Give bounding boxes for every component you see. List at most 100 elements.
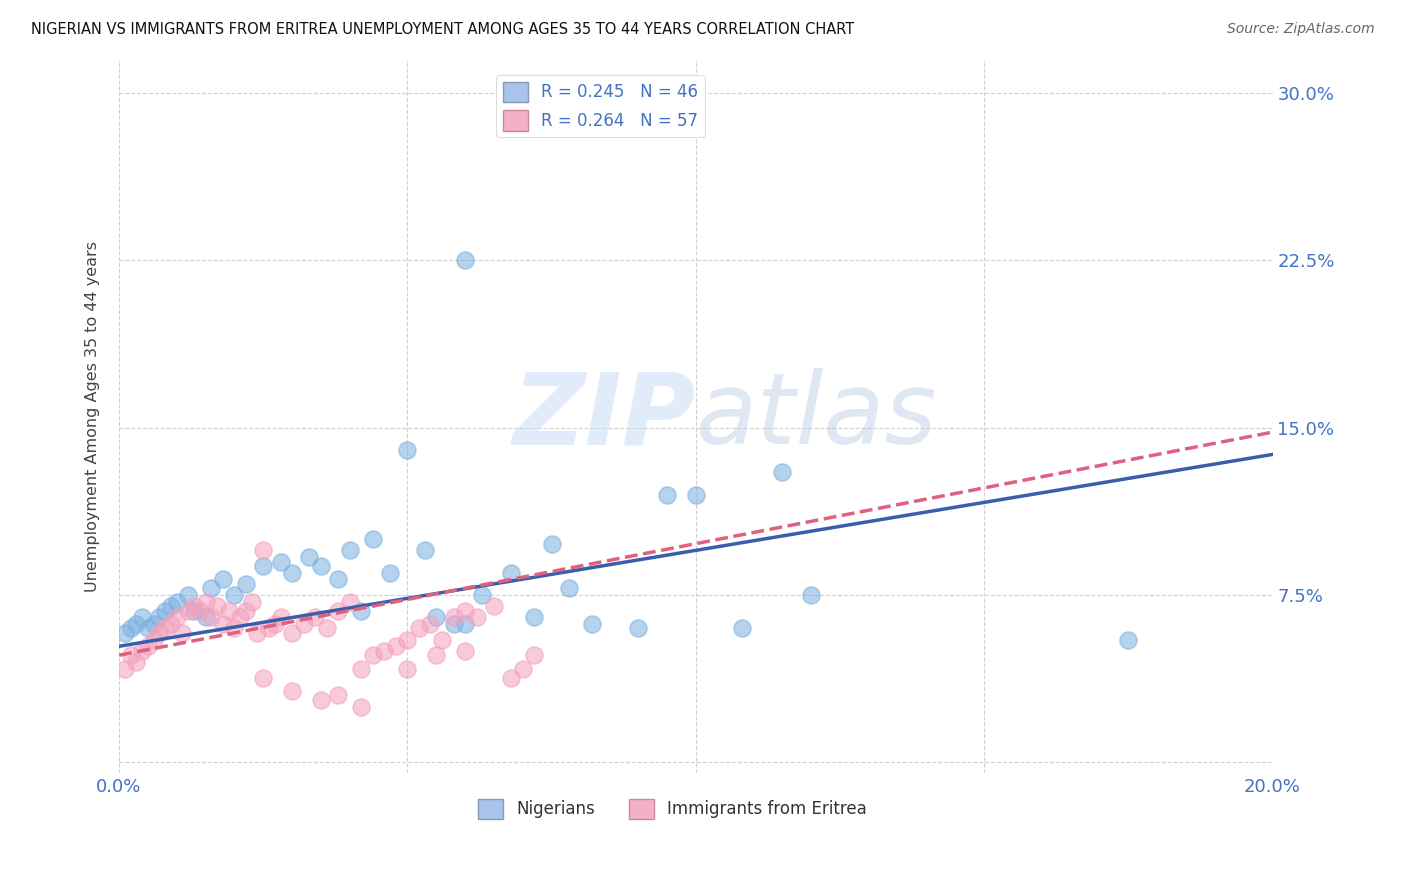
Point xyxy=(229,610,252,624)
Point xyxy=(270,554,292,568)
Point xyxy=(339,595,361,609)
Point xyxy=(235,604,257,618)
Point xyxy=(131,610,153,624)
Point xyxy=(188,604,211,618)
Point xyxy=(177,604,200,618)
Point xyxy=(309,693,332,707)
Point xyxy=(373,644,395,658)
Point xyxy=(685,487,707,501)
Point xyxy=(263,617,285,632)
Point xyxy=(471,588,494,602)
Point xyxy=(125,655,148,669)
Point xyxy=(361,532,384,546)
Point xyxy=(205,599,228,614)
Point xyxy=(148,610,170,624)
Point xyxy=(136,640,159,654)
Point xyxy=(136,622,159,636)
Point xyxy=(558,582,581,596)
Point xyxy=(200,610,222,624)
Point xyxy=(350,662,373,676)
Point xyxy=(770,465,793,479)
Point xyxy=(172,626,194,640)
Point xyxy=(378,566,401,580)
Point xyxy=(114,626,136,640)
Point xyxy=(153,622,176,636)
Point xyxy=(512,662,534,676)
Point xyxy=(339,543,361,558)
Point xyxy=(501,671,523,685)
Point xyxy=(281,684,304,698)
Point xyxy=(114,662,136,676)
Point xyxy=(465,610,488,624)
Point xyxy=(292,617,315,632)
Point xyxy=(328,604,350,618)
Point xyxy=(396,662,419,676)
Point xyxy=(655,487,678,501)
Point xyxy=(304,610,326,624)
Point xyxy=(224,588,246,602)
Point xyxy=(166,610,188,624)
Point xyxy=(454,644,477,658)
Text: NIGERIAN VS IMMIGRANTS FROM ERITREA UNEMPLOYMENT AMONG AGES 35 TO 44 YEARS CORRE: NIGERIAN VS IMMIGRANTS FROM ERITREA UNEM… xyxy=(31,22,855,37)
Point xyxy=(501,566,523,580)
Point xyxy=(142,617,165,632)
Point xyxy=(148,626,170,640)
Point xyxy=(350,699,373,714)
Point xyxy=(361,648,384,663)
Point xyxy=(1118,632,1140,647)
Legend: Nigerians, Immigrants from Eritrea: Nigerians, Immigrants from Eritrea xyxy=(472,792,873,826)
Point xyxy=(183,599,205,614)
Point xyxy=(454,253,477,268)
Point xyxy=(523,610,546,624)
Point xyxy=(183,604,205,618)
Point xyxy=(540,536,562,550)
Point xyxy=(731,622,754,636)
Point xyxy=(281,566,304,580)
Point xyxy=(413,543,436,558)
Y-axis label: Unemployment Among Ages 35 to 44 years: Unemployment Among Ages 35 to 44 years xyxy=(86,241,100,592)
Point xyxy=(425,648,447,663)
Point xyxy=(224,622,246,636)
Point xyxy=(328,689,350,703)
Point xyxy=(257,622,280,636)
Point xyxy=(419,617,441,632)
Point xyxy=(120,622,142,636)
Point xyxy=(281,626,304,640)
Point xyxy=(385,640,408,654)
Point xyxy=(443,617,465,632)
Point xyxy=(396,442,419,457)
Text: ZIP: ZIP xyxy=(513,368,696,465)
Point xyxy=(328,573,350,587)
Point xyxy=(240,595,263,609)
Point xyxy=(177,588,200,602)
Point xyxy=(443,610,465,624)
Point xyxy=(120,648,142,663)
Point xyxy=(218,604,240,618)
Point xyxy=(523,648,546,663)
Point xyxy=(252,543,274,558)
Point xyxy=(454,604,477,618)
Point xyxy=(153,604,176,618)
Point xyxy=(142,632,165,647)
Point xyxy=(131,644,153,658)
Point xyxy=(166,595,188,609)
Point xyxy=(235,577,257,591)
Point xyxy=(430,632,453,647)
Point xyxy=(298,549,321,564)
Point xyxy=(800,588,823,602)
Point xyxy=(194,595,217,609)
Point xyxy=(160,617,183,632)
Point xyxy=(425,610,447,624)
Point xyxy=(212,617,235,632)
Point xyxy=(212,573,235,587)
Point xyxy=(408,622,430,636)
Point xyxy=(270,610,292,624)
Point xyxy=(627,622,650,636)
Point xyxy=(581,617,603,632)
Point xyxy=(396,632,419,647)
Point xyxy=(160,599,183,614)
Point xyxy=(315,622,337,636)
Point xyxy=(194,610,217,624)
Point xyxy=(252,671,274,685)
Point xyxy=(350,604,373,618)
